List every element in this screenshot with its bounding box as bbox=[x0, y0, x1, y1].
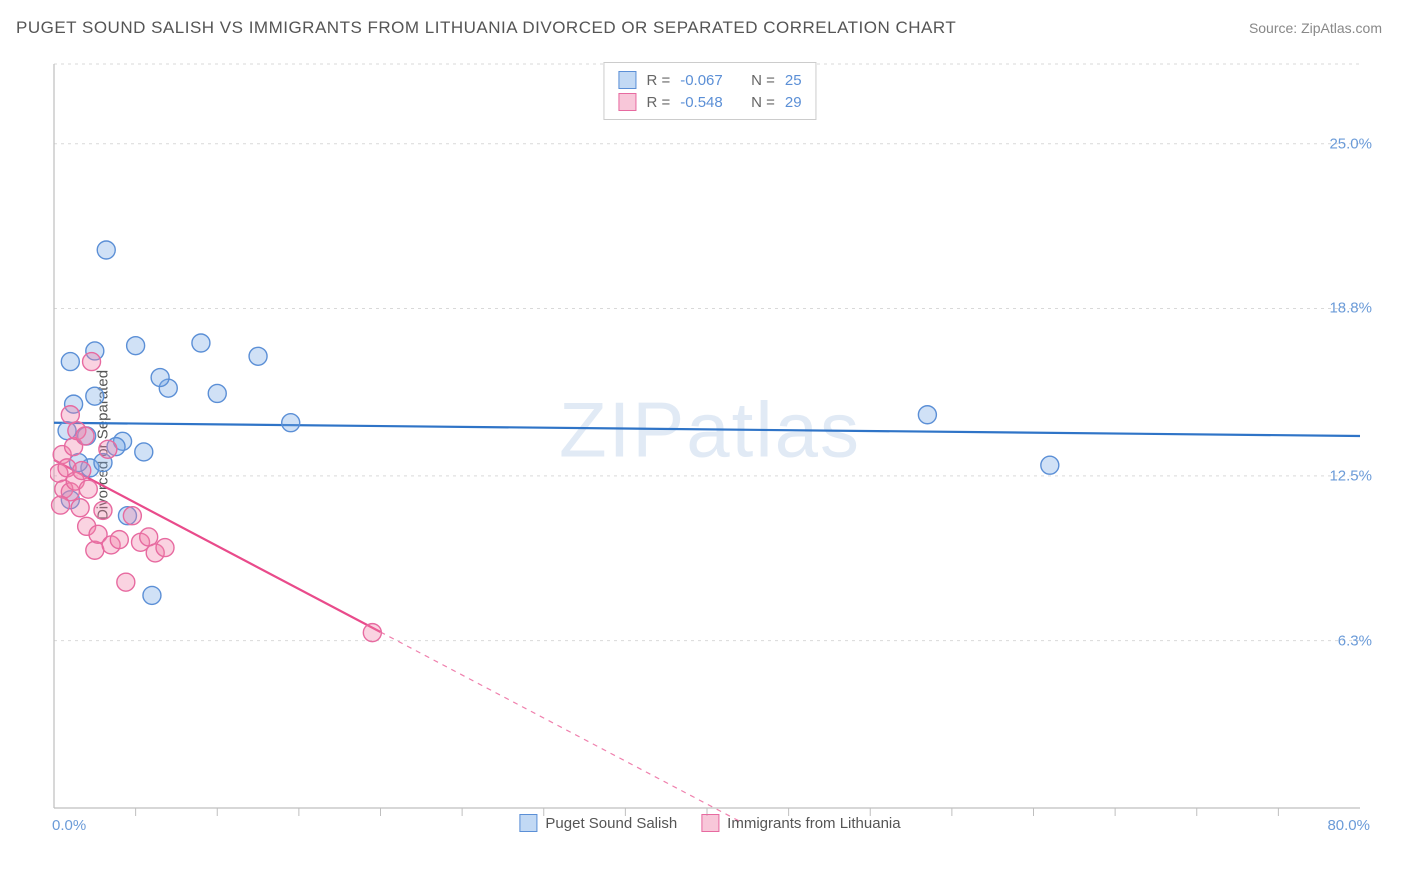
legend-correlation: R =-0.067 N =25R =-0.548 N =29 bbox=[603, 62, 816, 120]
legend-series-label: Immigrants from Lithuania bbox=[727, 815, 900, 832]
legend-n-value: 25 bbox=[785, 72, 802, 89]
y-tick-label: 18.8% bbox=[1329, 300, 1372, 317]
header: PUGET SOUND SALISH VS IMMIGRANTS FROM LI… bbox=[0, 0, 1406, 46]
legend-swatch bbox=[618, 71, 636, 89]
x-min-label: 0.0% bbox=[52, 817, 86, 834]
legend-series-item: Puget Sound Salish bbox=[519, 814, 677, 832]
x-max-label: 80.0% bbox=[1327, 817, 1370, 834]
chart-title: PUGET SOUND SALISH VS IMMIGRANTS FROM LI… bbox=[16, 18, 956, 38]
legend-swatch bbox=[701, 814, 719, 832]
y-tick-label: 12.5% bbox=[1329, 467, 1372, 484]
source-label: Source: ZipAtlas.com bbox=[1249, 20, 1382, 36]
chart-area: Divorced or Separated ZIPatlas R =-0.067… bbox=[50, 60, 1370, 830]
legend-r-value: -0.067 bbox=[680, 72, 723, 89]
legend-n-value: 29 bbox=[785, 94, 802, 111]
legend-row: R =-0.067 N =25 bbox=[618, 69, 801, 91]
y-tick-label: 6.3% bbox=[1338, 632, 1372, 649]
legend-swatch bbox=[519, 814, 537, 832]
y-tick-label: 25.0% bbox=[1329, 135, 1372, 152]
scatter-plot bbox=[50, 60, 1370, 830]
legend-series: Puget Sound Salish Immigrants from Lithua… bbox=[519, 814, 900, 832]
legend-swatch bbox=[618, 93, 636, 111]
legend-r-value: -0.548 bbox=[680, 94, 723, 111]
legend-series-item: Immigrants from Lithuania bbox=[701, 814, 900, 832]
legend-row: R =-0.548 N =29 bbox=[618, 91, 801, 113]
legend-series-label: Puget Sound Salish bbox=[545, 815, 677, 832]
